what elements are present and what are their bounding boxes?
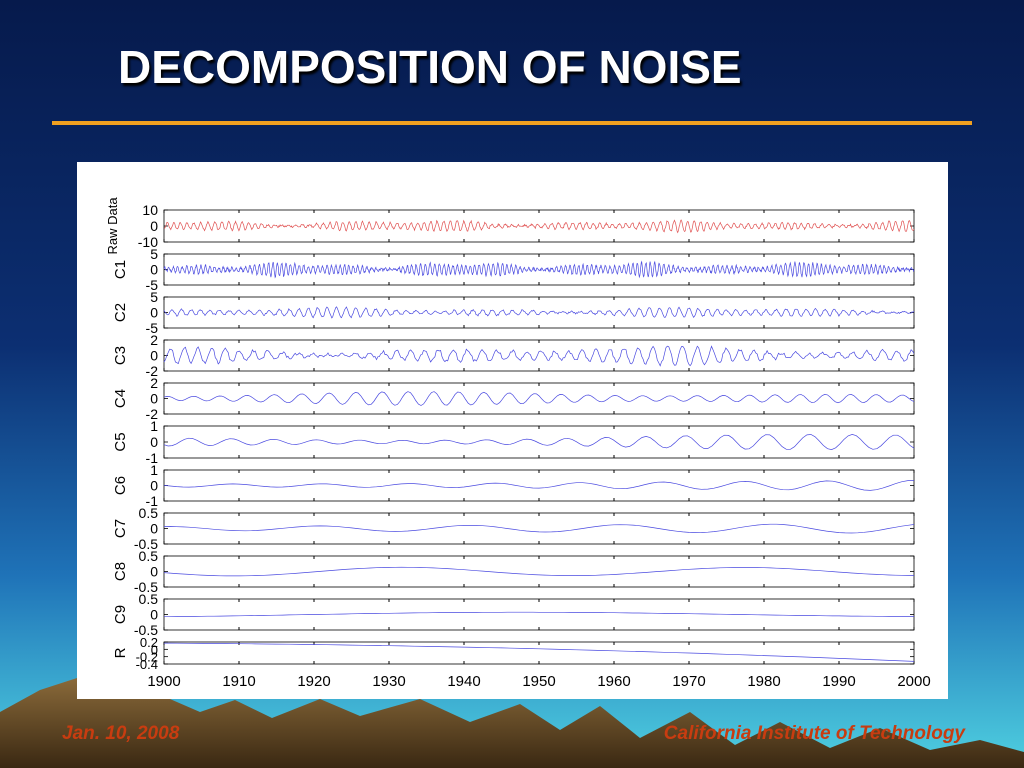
series-line-c2: [163, 306, 915, 319]
series-label: C8: [112, 562, 129, 581]
y-tick-label: 10: [142, 202, 158, 218]
y-tick-label: 0: [150, 391, 158, 407]
slide-title: DECOMPOSITION OF NOISE: [118, 41, 742, 93]
series-line-c9: [164, 611, 914, 618]
series-line-c4: [163, 391, 915, 406]
y-tick-label: 5: [150, 246, 158, 262]
panel-frame-c4: [163, 382, 915, 415]
panel-frame-c8: [163, 555, 915, 588]
y-tick-label: 0: [150, 218, 158, 234]
x-tick-label: 1950: [522, 673, 555, 690]
footer-date: Jan. 10, 2008: [62, 723, 180, 744]
y-tick-label: 0.5: [139, 505, 159, 521]
y-tick-label: 0: [150, 521, 158, 537]
x-tick-label: 1960: [597, 673, 630, 690]
x-tick-label: 1980: [747, 673, 780, 690]
series-label: C3: [112, 346, 129, 365]
y-tick-label: 0: [150, 348, 158, 364]
series-line-raw-data: [164, 219, 915, 234]
y-tick-label: 0: [150, 434, 158, 450]
series-label: Raw Data: [105, 197, 120, 255]
footer-institution: California Institute of Technology: [663, 723, 965, 744]
panel-frame-c9: [163, 598, 915, 631]
x-tick-label: 1930: [372, 673, 405, 690]
y-tick-label: 2: [150, 375, 158, 391]
y-tick-label: -10: [138, 234, 158, 250]
y-tick-label: -0.4: [136, 657, 158, 672]
y-tick-label: 0: [151, 642, 158, 657]
y-tick-label: 1: [150, 462, 158, 478]
y-tick-label: 0.5: [139, 548, 159, 564]
x-tick-label: 1920: [297, 673, 330, 690]
panel-frame-r: [163, 641, 915, 665]
series-label: C2: [112, 303, 129, 322]
panel-frame-c6: [163, 469, 915, 502]
x-tick-label: 1970: [672, 673, 705, 690]
series-line-c6: [163, 480, 915, 491]
series-line-c5: [163, 434, 915, 450]
y-tick-label: -0.5: [134, 579, 158, 595]
y-tick-label: 0.2: [140, 635, 158, 650]
series-line-c3: [163, 345, 915, 367]
x-tick-label: 1900: [147, 673, 180, 690]
y-tick-label: 1: [150, 418, 158, 434]
y-tick-label: 2: [150, 332, 158, 348]
y-tick-label: -5: [146, 277, 159, 293]
y-tick-label: -0.5: [134, 536, 158, 552]
series-label: C7: [112, 519, 129, 538]
series-label: C9: [112, 605, 129, 624]
series-label: C1: [112, 260, 129, 279]
figure-panel: [77, 162, 948, 699]
panel-frame-c5: [163, 425, 915, 459]
x-tick-label: 1910: [222, 673, 255, 690]
x-tick-label: 1940: [447, 673, 480, 690]
title-divider: [52, 121, 972, 125]
series-line-c7: [163, 523, 915, 534]
y-tick-label: 5: [150, 289, 158, 305]
y-tick-label: 0: [150, 305, 158, 321]
x-tick-label: 2000: [897, 673, 930, 690]
y-tick-label: 0: [150, 478, 158, 494]
y-tick-label: 0: [150, 262, 158, 278]
series-line-c1: [163, 260, 915, 279]
y-tick-label: -2: [146, 406, 159, 422]
y-tick-label: 0.5: [139, 591, 159, 607]
x-tick-label: 1990: [822, 673, 855, 690]
y-tick-label: -1: [146, 450, 159, 466]
series-label: C4: [112, 389, 129, 408]
y-tick-label: -0.2: [136, 650, 158, 665]
mountain-silhouette: [0, 678, 1024, 768]
panel-frame-c7: [163, 512, 915, 545]
series-label: R: [112, 647, 129, 658]
y-tick-label: -5: [146, 320, 159, 336]
panel-frame-c2: [163, 296, 915, 329]
series-label: C5: [112, 432, 129, 451]
series-line-c8: [163, 566, 915, 577]
y-tick-label: -2: [146, 363, 159, 379]
y-tick-label: -1: [146, 493, 159, 509]
series-label: C6: [112, 476, 129, 495]
y-tick-label: 0: [150, 607, 158, 623]
y-tick-label: -0.5: [134, 622, 158, 638]
y-tick-label: 0: [150, 564, 158, 580]
panel-frame-c3: [163, 339, 915, 372]
series-line-r: [163, 642, 915, 662]
